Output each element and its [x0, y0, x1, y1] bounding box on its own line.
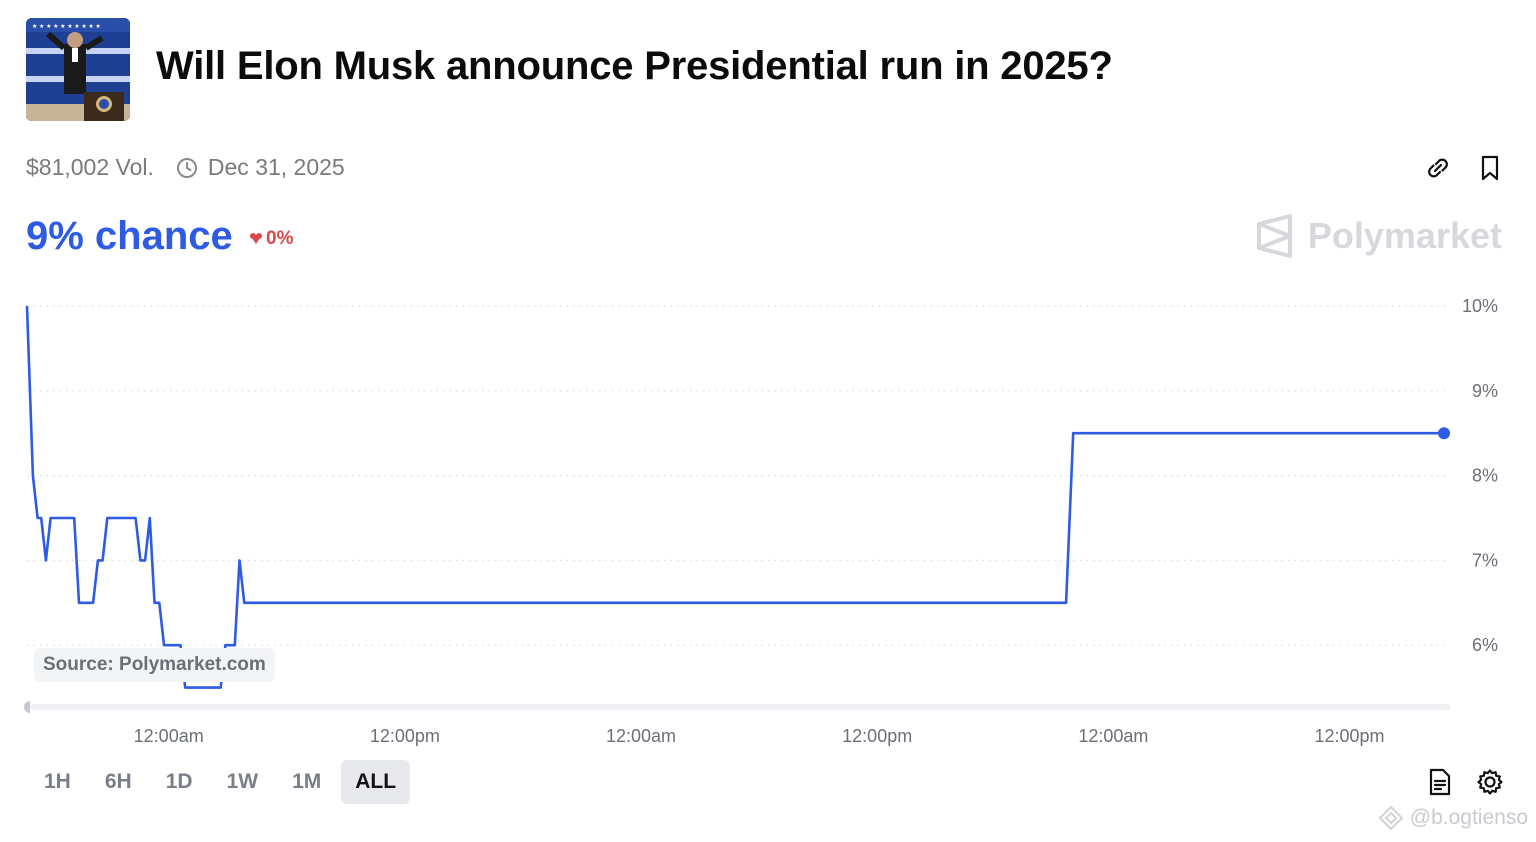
brand-name: Polymarket — [1307, 215, 1502, 256]
document-icon[interactable] — [1426, 768, 1454, 796]
down-triangle-icon — [250, 233, 262, 244]
clock-icon — [176, 157, 198, 179]
market-thumbnail: ★ ★ ★ ★ ★ ★ ★ ★ ★ ★ — [26, 18, 130, 121]
y-tick-label: 7% — [1472, 550, 1498, 570]
market-meta: $81,002 Vol. Dec 31, 2025 — [26, 154, 345, 181]
market-title: Will Elon Musk announce Presidential run… — [156, 44, 1113, 88]
range-6h[interactable]: 6H — [104, 770, 132, 793]
end-date: Dec 31, 2025 — [207, 154, 345, 180]
last-point-marker — [1438, 427, 1450, 440]
y-tick-label: 8% — [1472, 466, 1498, 486]
range-selector: 1H 6H 1D 1W 1M ALL — [30, 760, 411, 804]
y-tick-label: 6% — [1472, 635, 1498, 655]
chance-delta: 0% — [249, 228, 293, 250]
range-1d[interactable]: 1D — [165, 770, 193, 793]
x-axis-labels: 12:00am 12:00pm 12:00am 12:00pm 12:00am 12:00… — [0, 726, 1536, 752]
bookmark-icon[interactable] — [1476, 154, 1504, 182]
diamond-logo-icon — [1378, 805, 1404, 831]
delta-text: 0% — [266, 228, 294, 249]
x-tick-label: 12:00pm — [369, 726, 440, 746]
svg-text:★ ★ ★ ★ ★ ★ ★ ★ ★ ★: ★ ★ ★ ★ ★ ★ ★ ★ ★ ★ — [32, 23, 101, 30]
gear-icon[interactable] — [1476, 768, 1504, 796]
volume-text: $81,002 Vol. — [26, 154, 154, 180]
series-line — [25, 305, 1444, 689]
y-tick-label: 9% — [1472, 381, 1498, 401]
x-tick-label: 12:00am — [1078, 726, 1149, 746]
x-tick-label: 12:00pm — [842, 726, 913, 746]
range-all[interactable]: ALL — [341, 760, 411, 804]
watermark-text: @b.ogtienso — [1409, 806, 1528, 829]
chance-value: 9% chance — [26, 214, 233, 258]
link-icon[interactable] — [1424, 154, 1452, 182]
time-scrollbar-track[interactable] — [30, 704, 1450, 710]
time-scrollbar-handle[interactable] — [24, 701, 30, 713]
range-1h[interactable]: 1H — [44, 770, 71, 793]
range-1w[interactable]: 1W — [226, 770, 259, 793]
x-tick-label: 12:00pm — [1314, 726, 1385, 746]
brand: Polymarket — [1256, 214, 1502, 258]
watermark: @b.ogtienso — [1378, 805, 1528, 831]
range-1m[interactable]: 1M — [292, 770, 322, 793]
price-chart: 10% 9% 8% 7% 6% — [24, 296, 1498, 713]
source-note: Source: Polymarket.com — [34, 648, 275, 682]
x-tick-label: 12:00am — [605, 726, 677, 746]
polymarket-logo-icon — [1256, 214, 1292, 258]
y-tick-label: 10% — [1462, 296, 1498, 316]
x-tick-label: 12:00am — [133, 726, 204, 746]
